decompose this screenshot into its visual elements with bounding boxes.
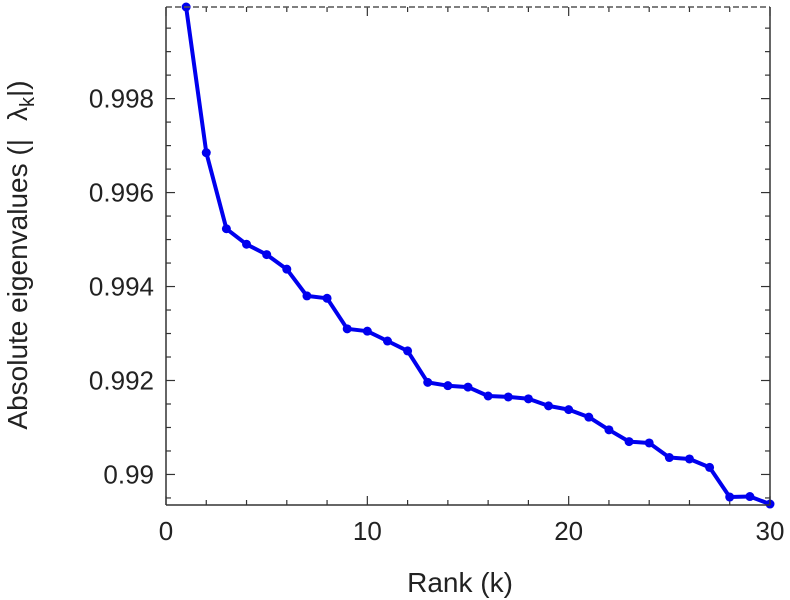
data-point xyxy=(503,392,513,402)
y-tick-label: 0.992 xyxy=(89,366,154,396)
y-tick-label: 0.998 xyxy=(89,84,154,114)
data-point xyxy=(725,492,735,502)
data-point xyxy=(382,336,392,346)
data-point xyxy=(684,454,694,464)
x-tick-label: 0 xyxy=(159,516,173,546)
x-axis-title: Rank (k) xyxy=(407,567,513,598)
data-point xyxy=(664,453,674,463)
data-point xyxy=(201,148,211,158)
data-point xyxy=(584,412,594,422)
y-axis-title-subscript: k xyxy=(17,96,39,107)
data-point xyxy=(262,250,272,260)
y-axis-title-symbol: λ xyxy=(2,107,33,121)
data-point xyxy=(705,462,715,472)
data-point xyxy=(242,239,252,249)
y-axis-title-close: |) xyxy=(2,80,33,97)
data-point xyxy=(745,492,755,502)
data-point xyxy=(221,224,231,234)
series-line xyxy=(184,6,771,506)
data-point xyxy=(624,437,634,447)
y-tick-label: 0.99 xyxy=(103,459,154,489)
data-point xyxy=(564,405,574,415)
data-point xyxy=(544,401,554,411)
data-point xyxy=(644,438,654,448)
y-axis-title-main: Absolute eigenvalues (| xyxy=(2,139,33,430)
data-point xyxy=(443,381,453,391)
data-point xyxy=(302,291,312,301)
data-point xyxy=(523,394,533,404)
data-point xyxy=(463,382,473,392)
data-point xyxy=(322,293,332,303)
x-tick-label: 10 xyxy=(353,516,382,546)
data-point xyxy=(282,264,292,274)
plot-frame-layer xyxy=(165,6,771,506)
data-point xyxy=(362,326,372,336)
x-tick-label: 30 xyxy=(756,516,785,546)
data-point xyxy=(423,377,433,387)
y-tick-label: 0.996 xyxy=(89,178,154,208)
x-tick-label: 20 xyxy=(554,516,583,546)
y-tick-label: 0.994 xyxy=(89,272,154,302)
data-point xyxy=(403,346,413,356)
y-axis-title: Absolute eigenvalues (| λk|) xyxy=(2,80,39,429)
plot-axes: 0 10 20 30 0.99 0.992 0.994 0.996 0.998 xyxy=(89,7,785,546)
data-point xyxy=(342,324,352,334)
data-point xyxy=(604,425,614,435)
data-point xyxy=(483,391,493,401)
series-layer xyxy=(181,2,775,509)
